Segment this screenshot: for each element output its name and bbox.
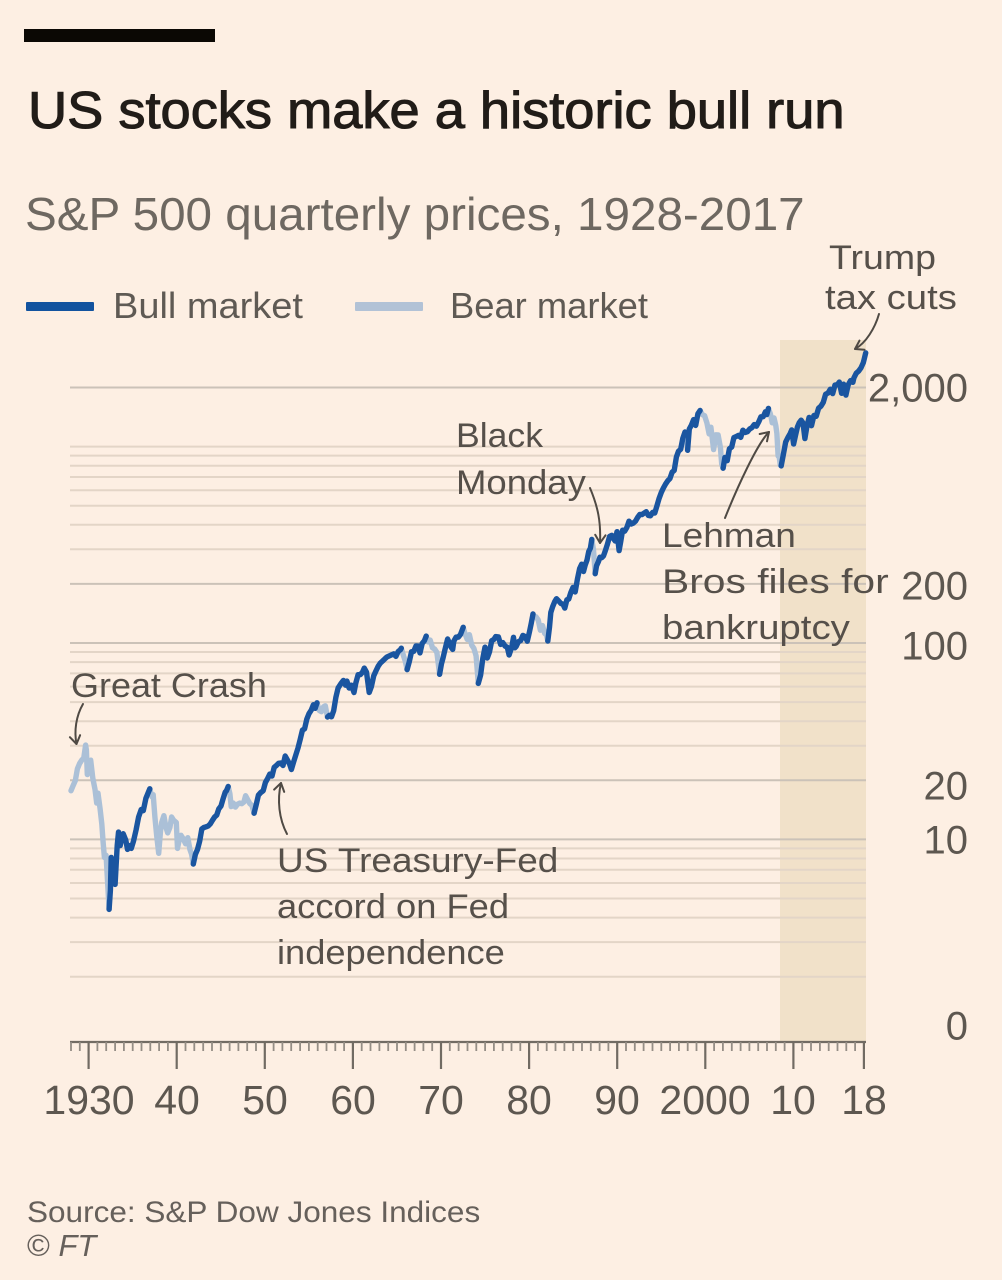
svg-text:70: 70 bbox=[418, 1077, 464, 1123]
svg-text:Trump: Trump bbox=[829, 239, 936, 277]
svg-text:10: 10 bbox=[924, 819, 969, 863]
svg-text:tax cuts: tax cuts bbox=[825, 278, 957, 317]
svg-text:90: 90 bbox=[594, 1077, 640, 1123]
svg-text:US Treasury-Fed: US Treasury-Fed bbox=[277, 841, 558, 879]
svg-text:Source: S&P Dow Jones Indices: Source: S&P Dow Jones Indices bbox=[27, 1195, 480, 1229]
svg-text:Lehman: Lehman bbox=[662, 516, 796, 554]
svg-text:US stocks make a historic bull: US stocks make a historic bull run bbox=[28, 82, 845, 140]
svg-text:0: 0 bbox=[946, 1005, 968, 1049]
svg-text:100: 100 bbox=[901, 625, 968, 669]
svg-text:18: 18 bbox=[841, 1077, 887, 1123]
svg-text:independence: independence bbox=[277, 934, 505, 972]
svg-text:Great Crash: Great Crash bbox=[71, 667, 267, 705]
svg-text:20: 20 bbox=[924, 765, 969, 809]
svg-text:80: 80 bbox=[506, 1077, 552, 1123]
svg-text:bankruptcy: bankruptcy bbox=[662, 608, 851, 646]
svg-text:50: 50 bbox=[242, 1077, 288, 1123]
svg-text:S&P 500 quarterly prices, 1928: S&P 500 quarterly prices, 1928-2017 bbox=[25, 189, 805, 240]
svg-text:Bros files for: Bros files for bbox=[662, 562, 889, 600]
svg-text:© FT: © FT bbox=[27, 1228, 98, 1263]
svg-text:Monday: Monday bbox=[456, 464, 586, 502]
svg-text:Black: Black bbox=[456, 417, 544, 455]
svg-text:accord on Fed: accord on Fed bbox=[277, 888, 509, 926]
svg-text:Bear market: Bear market bbox=[450, 285, 648, 326]
svg-text:200: 200 bbox=[901, 565, 968, 609]
svg-text:60: 60 bbox=[330, 1077, 376, 1123]
svg-text:Bull market: Bull market bbox=[113, 286, 304, 326]
svg-text:2,000: 2,000 bbox=[868, 367, 968, 411]
svg-text:10: 10 bbox=[770, 1077, 816, 1123]
svg-text:2000: 2000 bbox=[659, 1077, 750, 1123]
svg-text:40: 40 bbox=[154, 1077, 200, 1123]
svg-text:1930: 1930 bbox=[43, 1077, 134, 1123]
